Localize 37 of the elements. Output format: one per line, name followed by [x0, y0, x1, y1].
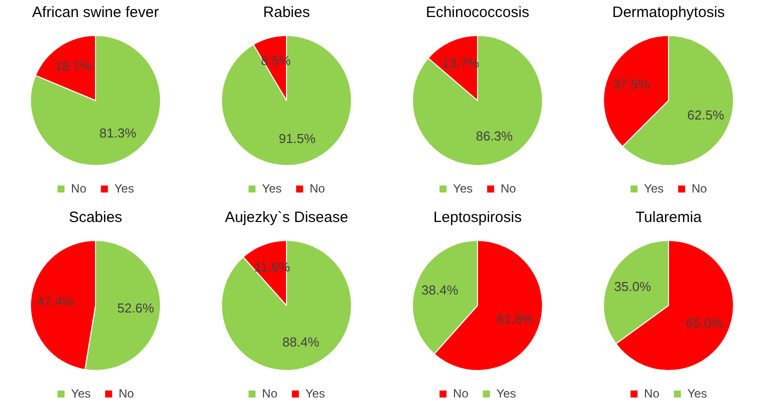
data-label: 86.3% [476, 128, 514, 144]
chart-title: Aujezky`s Disease [224, 209, 348, 226]
legend-label: No [453, 386, 469, 400]
data-label: 65.0% [686, 315, 724, 330]
data-label: 18.7% [54, 58, 92, 74]
chart-title: Tularemia [635, 209, 702, 226]
data-label: 52.6% [117, 300, 155, 316]
data-label: 38.4% [421, 282, 459, 298]
legend-label: Yes [114, 181, 134, 196]
data-label: 81.3% [99, 126, 137, 141]
data-label: 62.5% [687, 108, 725, 122]
legend-label: No [500, 181, 516, 196]
legend-label: No [692, 181, 708, 196]
legend-label: No [262, 386, 278, 400]
legend-label: No [310, 181, 326, 196]
legend-label: No [118, 386, 134, 400]
data-label: 47.4% [36, 294, 74, 309]
chart-title: Rabies [263, 4, 310, 22]
legend-label: Yes [496, 386, 516, 400]
legend-label: Yes [71, 386, 91, 400]
data-label: 88.4% [282, 334, 320, 350]
legend-label: Yes [262, 181, 282, 196]
chart-title: Echinococcosis [426, 4, 530, 22]
chart-title: Scabies [68, 209, 122, 226]
data-label: 61.6% [496, 311, 534, 326]
data-label: 35.0% [614, 278, 652, 294]
legend-label: No [644, 386, 660, 400]
chart-title: Dermatophytosis [612, 4, 725, 22]
legend-label: Yes [644, 181, 664, 196]
chart-title: African swine fever [32, 4, 159, 22]
legend-label: No [71, 181, 87, 196]
chart-title: Leptospirosis [433, 209, 522, 226]
legend-label: Yes [687, 386, 707, 400]
legend-label: Yes [305, 386, 325, 400]
data-label: 91.5% [278, 130, 316, 146]
legend-label: Yes [453, 181, 473, 196]
data-label: 37.5% [612, 76, 650, 92]
